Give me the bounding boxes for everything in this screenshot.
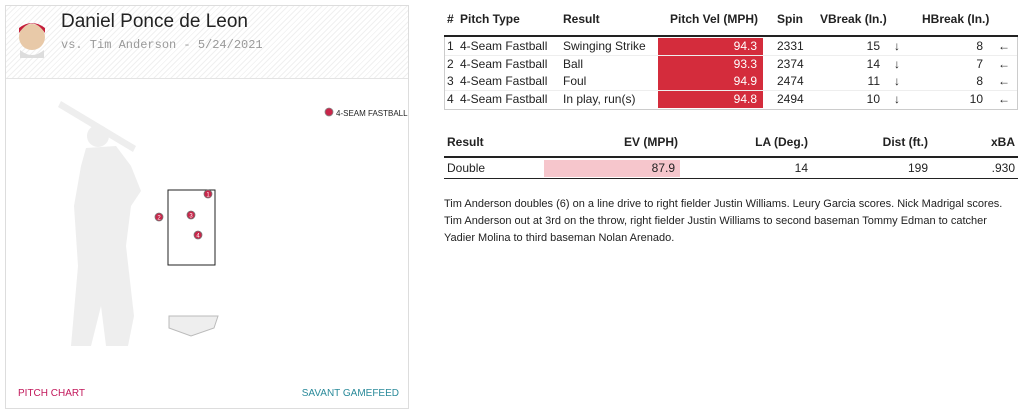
pitch-result: Ball [563,56,584,71]
column-header: HBreak (In.) [922,12,990,26]
hbreak: 8 [976,39,983,53]
vbreak: 14 [866,56,880,71]
column-header: # [447,12,454,26]
pitch-number: 1 [447,39,454,53]
spin: 2494 [777,91,804,106]
hbreak: 8 [976,74,983,88]
vbreak: 10 [866,91,880,106]
home-plate [168,315,219,337]
pitch-dot[interactable] [193,230,203,240]
column-header: Spin [777,12,803,26]
column-header: LA (Deg.) [755,135,808,149]
column-header: Dist (ft.) [882,135,928,149]
column-header: VBreak (In.) [820,12,887,26]
pitch-dot[interactable] [154,212,164,222]
pitch-type: 4-Seam Fastball [460,74,548,88]
legend-label: 4-SEAM FASTBALL [336,109,408,118]
legend-swatch [324,107,334,117]
pitch-type: 4-Seam Fastball [460,56,548,71]
batted-value: 14 [794,161,808,175]
column-header: xBA [990,135,1015,149]
rule [444,35,1018,37]
column-header: Pitch Type [460,12,520,26]
batted-value: 87.9 [651,161,675,175]
pitch-dot-label: 1 [206,193,210,199]
pitch-result: Swinging Strike [563,39,646,53]
velocity: 93.3 [733,56,757,71]
spin: 2474 [777,74,804,88]
velocity: 94.9 [733,74,757,88]
footer-right[interactable]: SAVANT GAMEFEED [302,388,399,399]
batted-value: .930 [991,161,1015,175]
footer-left[interactable]: PITCH CHART [18,388,85,399]
pitch-dot-label: 2 [157,216,161,222]
batted-value: 199 [907,161,928,175]
pitch-number: 3 [447,74,454,88]
velocity: 94.8 [733,91,757,106]
pitch-type: 4-Seam Fastball [460,39,548,53]
rule [444,156,1018,158]
column-header: Result [563,12,600,26]
pitch-dot[interactable] [203,189,213,199]
pitch-number: 2 [447,56,454,71]
velocity-cell [658,73,763,90]
arrow: ← [998,74,1010,88]
arrow: ← [998,56,1010,71]
arrow: ← [998,39,1010,53]
pitch-dot-label: 4 [196,234,200,240]
velocity-cell [658,55,763,73]
batted-value: Double [447,161,486,175]
ev-cell [544,160,680,177]
hbreak: 10 [969,91,983,106]
hbreak: 7 [976,56,983,71]
arrow: ↓ [894,91,900,106]
pitch-dot-label: 3 [189,214,193,220]
pitch-chart-panel: Daniel Ponce de Leon vs. Tim Anderson - … [5,5,409,409]
header [6,6,408,79]
table-box [444,37,1018,110]
matchup: vs. Tim Anderson - 5/24/2021 [61,38,263,52]
batter-silhouette [58,101,141,346]
pitch-type: 4-Seam Fastball [460,91,548,106]
arrow: ↓ [894,56,900,71]
pitch-number: 4 [447,91,454,106]
arrow: ← [998,91,1010,106]
pitch-dot[interactable] [186,210,196,220]
spin: 2374 [777,56,804,71]
player-photo [19,23,45,58]
column-header: EV (MPH) [624,135,678,149]
velocity-cell [658,38,763,55]
strike-zone [167,189,216,266]
spin: 2331 [777,39,804,53]
column-header: Pitch Vel (MPH) [669,12,758,26]
description: Tim Anderson doubles (6) on a line drive… [444,198,1003,244]
vbreak: 11 [867,74,880,88]
vbreak: 15 [866,39,880,53]
pitch-result: In play, run(s) [563,91,636,106]
arrow: ↓ [894,39,900,53]
velocity: 94.3 [733,39,757,53]
arrow: ↓ [894,74,900,88]
pitch-result: Foul [563,74,587,88]
rule [444,178,1018,179]
column-header: Result [447,135,484,149]
velocity-cell [658,90,763,108]
pitcher-name: Daniel Ponce de Leon [61,11,248,32]
pitch-chart: Daniel Ponce de Leon vs. Tim Anderson - … [18,11,408,399]
